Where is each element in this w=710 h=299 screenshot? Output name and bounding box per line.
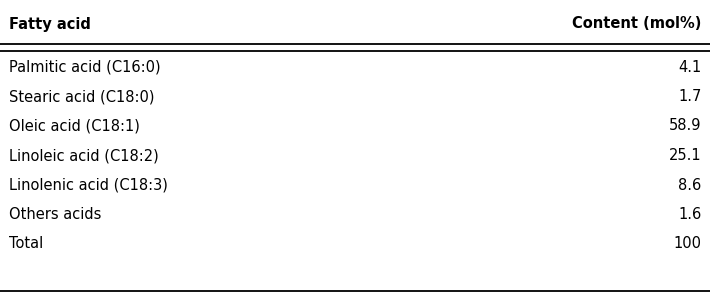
Text: 58.9: 58.9	[669, 118, 701, 133]
Text: 100: 100	[674, 237, 701, 251]
Text: 1.7: 1.7	[678, 89, 701, 104]
Text: Others acids: Others acids	[9, 207, 101, 222]
Text: 4.1: 4.1	[678, 60, 701, 74]
Text: Linolenic acid (C18:3): Linolenic acid (C18:3)	[9, 178, 168, 193]
Text: Total: Total	[9, 237, 43, 251]
Text: Stearic acid (C18:0): Stearic acid (C18:0)	[9, 89, 154, 104]
Text: 25.1: 25.1	[669, 148, 701, 163]
Text: Oleic acid (C18:1): Oleic acid (C18:1)	[9, 118, 139, 133]
Text: Content (mol%): Content (mol%)	[572, 16, 701, 31]
Text: 1.6: 1.6	[678, 207, 701, 222]
Text: Palmitic acid (C16:0): Palmitic acid (C16:0)	[9, 60, 160, 74]
Text: Linoleic acid (C18:2): Linoleic acid (C18:2)	[9, 148, 158, 163]
Text: Fatty acid: Fatty acid	[9, 16, 90, 31]
Text: 8.6: 8.6	[678, 178, 701, 193]
